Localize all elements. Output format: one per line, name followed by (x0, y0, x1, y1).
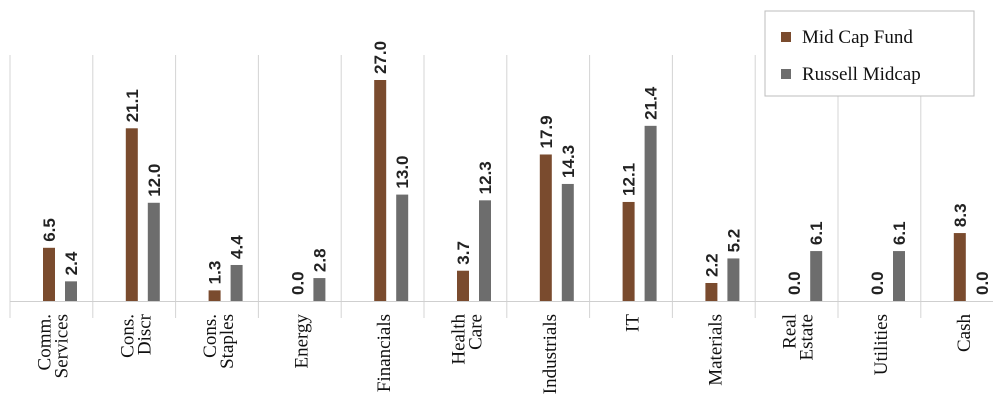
category-label: Utilities (871, 314, 892, 375)
bar-fund (705, 282, 718, 301)
bar-fund (622, 201, 635, 301)
legend-box (764, 10, 975, 97)
data-label: 8.3 (951, 203, 970, 227)
bar-index (230, 264, 243, 301)
category-label: Care (466, 314, 487, 350)
bar-fund (539, 154, 552, 301)
legend-swatch (781, 32, 791, 42)
data-label: 0.0 (785, 271, 804, 295)
gridlines (9, 55, 993, 318)
data-label: 0.0 (288, 271, 307, 295)
category-label: Comm. (35, 314, 56, 370)
data-label: 2.8 (310, 248, 329, 272)
data-label: 6.1 (807, 221, 826, 245)
data-label: 12.1 (620, 163, 639, 196)
data-label: 2.2 (702, 253, 721, 277)
data-label: 6.1 (890, 221, 909, 245)
data-label: 27.0 (371, 41, 390, 74)
bar-index (810, 251, 823, 301)
bar-fund (43, 247, 55, 301)
bar-index (313, 278, 326, 301)
data-label: 13.0 (393, 155, 412, 188)
bar-fund (125, 128, 138, 301)
bar-index (147, 202, 160, 301)
data-label: 12.3 (476, 161, 495, 194)
category-labels: Comm.Services Cons.Discr Cons.Staples Energ… (35, 313, 975, 394)
bar-fund (457, 270, 469, 301)
data-label: 21.4 (642, 86, 661, 120)
data-label: 0.0 (973, 271, 992, 295)
data-label: 21.1 (123, 89, 142, 122)
category-label: Financials (374, 314, 395, 392)
category-label: Estate (797, 314, 818, 360)
category-label: Services (52, 314, 73, 378)
bar-index (893, 251, 905, 301)
bar-fund (374, 80, 387, 301)
bar-index (561, 183, 574, 301)
category-label: Discr (134, 313, 155, 355)
bar-index (65, 281, 77, 301)
data-label: 12.0 (145, 164, 164, 197)
legend: Mid Cap Fund Russell Midcap (764, 10, 975, 97)
category-label: Industrials (540, 314, 561, 394)
category-label: Health (449, 314, 470, 365)
legend-label: Russell Midcap (802, 64, 921, 85)
category-label: Real (780, 314, 801, 349)
category-label: Cash (954, 314, 975, 353)
legend-label: Mid Cap Fund (802, 27, 913, 48)
data-label: 0.0 (868, 271, 887, 295)
data-label: 3.7 (454, 241, 473, 265)
bar-index (479, 200, 491, 301)
data-label: 4.4 (228, 235, 247, 259)
data-label: 2.4 (62, 251, 81, 275)
bar-index (727, 258, 740, 301)
category-label: Staples (217, 314, 238, 369)
data-labels: 6.5 21.1 1.3 0.0 27.0 3.7 17.9 12.1 2.2 0.0 0.0 8.3… (40, 41, 992, 295)
category-label: IT (623, 314, 644, 332)
category-label: Cons. (117, 314, 138, 358)
data-label: 14.3 (559, 145, 578, 178)
category-label: Cons. (200, 314, 221, 358)
data-label: 1.3 (206, 261, 225, 285)
category-label: Energy (291, 314, 312, 369)
legend-swatch (781, 69, 791, 79)
category-label: Materials (705, 314, 726, 386)
data-label: 5.2 (724, 229, 743, 253)
data-label: 6.5 (40, 218, 59, 242)
data-label: 17.9 (537, 115, 556, 148)
bar-index (396, 194, 409, 301)
bar-fund (953, 233, 966, 301)
bars (43, 80, 966, 301)
bar-fund (208, 290, 221, 301)
bar-index (644, 125, 657, 301)
